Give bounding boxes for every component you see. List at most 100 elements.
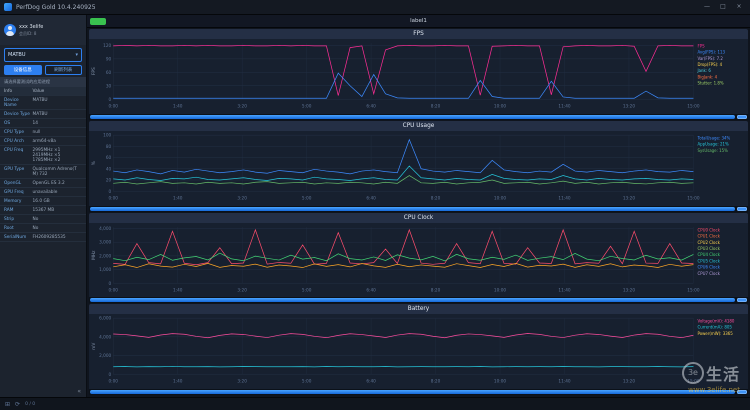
chart-plot[interactable]: 0 20 40 60 80 100 0:00 1:40 3:20 5:00 6:40 8:20 10:0… [89,130,748,206]
chart-scrollbar[interactable] [89,205,748,212]
svg-text:1:40: 1:40 [173,379,183,385]
svg-text:3:20: 3:20 [237,103,247,109]
log-counter: 0 / 0 [25,401,36,407]
svg-text:15:00: 15:00 [687,287,699,293]
device-info-row: Strip No [0,215,86,224]
collapse-sidebar-button[interactable]: « [77,388,81,395]
svg-text:CPU3 Clock: CPU3 Clock [697,245,720,250]
svg-text:4,000: 4,000 [99,335,111,341]
maximize-button[interactable]: □ [720,3,726,10]
chart-title: CPU Clock [89,212,748,223]
svg-text:CPU5 Clock: CPU5 Clock [697,258,720,263]
svg-text:3:20: 3:20 [237,195,247,201]
case-strip: label1 [87,15,750,28]
svg-text:SysUsage: 15%: SysUsage: 15% [697,147,728,152]
svg-text:CPU6 Clock: CPU6 Clock [697,264,720,269]
scrollbar-handle[interactable] [737,390,747,394]
chart-scrollbar[interactable] [89,389,748,395]
chevron-down-icon: ▾ [75,52,78,58]
grid-icon[interactable]: ⊞ [5,400,11,408]
device-info-row: SerialNum FH2609285535 [0,233,86,242]
svg-text:CPU2 Clock: CPU2 Clock [697,239,720,244]
svg-text:0: 0 [109,280,112,286]
window-controls: — □ × [700,2,746,12]
device-info-row: OS 14 [0,119,86,128]
svg-text:Power(mW): 3365: Power(mW): 3365 [697,331,733,336]
svg-text:120: 120 [103,43,111,49]
scrollbar-handle[interactable] [737,206,747,211]
svg-text:1,000: 1,000 [99,267,111,273]
device-info-button[interactable]: 设备信息 [4,65,42,75]
chart-battery: Battery 0 2,000 4,000 6,000 0:00 1:40 3:20 5:00 6… [89,304,748,395]
svg-text:FPS: FPS [91,67,97,75]
scrollbar-bar[interactable] [90,114,735,119]
svg-text:8:20: 8:20 [431,379,441,385]
svg-text:1:40: 1:40 [173,287,183,293]
svg-text:Var(FPS): 7.2: Var(FPS): 7.2 [697,56,723,61]
svg-text:10:00: 10:00 [494,195,506,201]
refresh-list-button[interactable]: 刷新列表 [44,65,82,75]
svg-text:40: 40 [106,166,112,172]
svg-text:20: 20 [106,177,112,183]
svg-text:0: 0 [109,188,112,194]
scrollbar-handle[interactable] [737,298,747,303]
svg-text:3,000: 3,000 [99,239,111,245]
chart-plot[interactable]: 0 30 60 90 120 0:00 1:40 3:20 5:00 6:40 8:20 10:00 1… [89,39,748,114]
svg-text:13:20: 13:20 [623,195,635,201]
svg-text:mV: mV [91,343,97,350]
svg-text:10:00: 10:00 [494,103,506,109]
svg-text:80: 80 [106,144,112,150]
svg-text:Stutter: 1.8%: Stutter: 1.8% [697,81,723,86]
svg-text:BigJank: 4: BigJank: 4 [697,74,717,79]
svg-text:CPU7 Clock: CPU7 Clock [697,270,720,275]
svg-text:Voltage(mV): 4180: Voltage(mV): 4180 [697,319,734,324]
svg-text:11:40: 11:40 [558,103,570,109]
scrollbar-handle[interactable] [737,114,747,119]
svg-text:6:40: 6:40 [366,379,376,385]
scrollbar-bar[interactable] [90,206,735,211]
device-select[interactable]: MATBU ▾ [4,48,82,62]
close-button[interactable]: × [736,3,742,10]
device-info-row: Device Type MATBU [0,110,86,119]
svg-text:11:40: 11:40 [558,195,570,201]
svg-text:MHz: MHz [91,249,97,259]
chart-plot[interactable]: 0 2,000 4,000 6,000 0:00 1:40 3:20 5:00 6:40 8:20… [89,314,748,389]
record-indicator[interactable] [90,17,106,25]
svg-text:30: 30 [106,83,112,89]
device-info-row: OpenGL OpenGL ES 3.2 [0,179,86,188]
svg-text:1:40: 1:40 [173,195,183,201]
svg-text:0:00: 0:00 [108,103,118,109]
scrollbar-bar[interactable] [90,298,735,303]
svg-text:Drop(FPS): 4: Drop(FPS): 4 [697,62,722,67]
svg-text:AppUsage: 21%: AppUsage: 21% [697,141,728,146]
device-info-row: GPU Type Qualcomm Adreno(TM) 732 [0,165,86,179]
svg-text:8:20: 8:20 [431,195,441,201]
svg-text:60: 60 [106,70,112,76]
svg-text:Jank: 6: Jank: 6 [696,68,711,73]
svg-text:15:00: 15:00 [687,103,699,109]
sidebar: xxx 3elife 会员ID: 8 MATBU ▾ 设备信息 刷新列表 请选择… [0,15,87,397]
chart-scrollbar[interactable] [89,297,748,304]
minimize-button[interactable]: — [704,3,710,10]
svg-text:60: 60 [106,155,112,161]
svg-text:CPU0 Clock: CPU0 Clock [697,227,720,232]
svg-text:15:00: 15:00 [687,195,699,201]
svg-text:11:40: 11:40 [558,379,570,385]
svg-text:8:20: 8:20 [431,103,441,109]
svg-text:6,000: 6,000 [99,316,111,322]
svg-text:0:00: 0:00 [108,379,118,385]
svg-text:4,000: 4,000 [99,226,111,232]
chart-scrollbar[interactable] [89,113,748,120]
avatar [4,24,16,36]
svg-text:Avg(FPS): 113: Avg(FPS): 113 [697,49,725,54]
scrollbar-bar[interactable] [90,390,735,394]
refresh-icon[interactable]: ⟳ [15,400,21,408]
chart-plot[interactable]: 0 1,000 2,000 3,000 4,000 0:00 1:40 3:20 5:00 6:4… [89,222,748,298]
statusbar: ⊞ ⟳ 0 / 0 [0,397,750,410]
user-account[interactable]: xxx 3elife 会员ID: 8 [0,15,86,45]
svg-text:15:00: 15:00 [687,379,699,385]
chart-title: FPS [89,29,748,39]
svg-text:1:40: 1:40 [173,103,183,109]
device-info-row: Root No [0,224,86,233]
svg-text:0:00: 0:00 [108,195,118,201]
